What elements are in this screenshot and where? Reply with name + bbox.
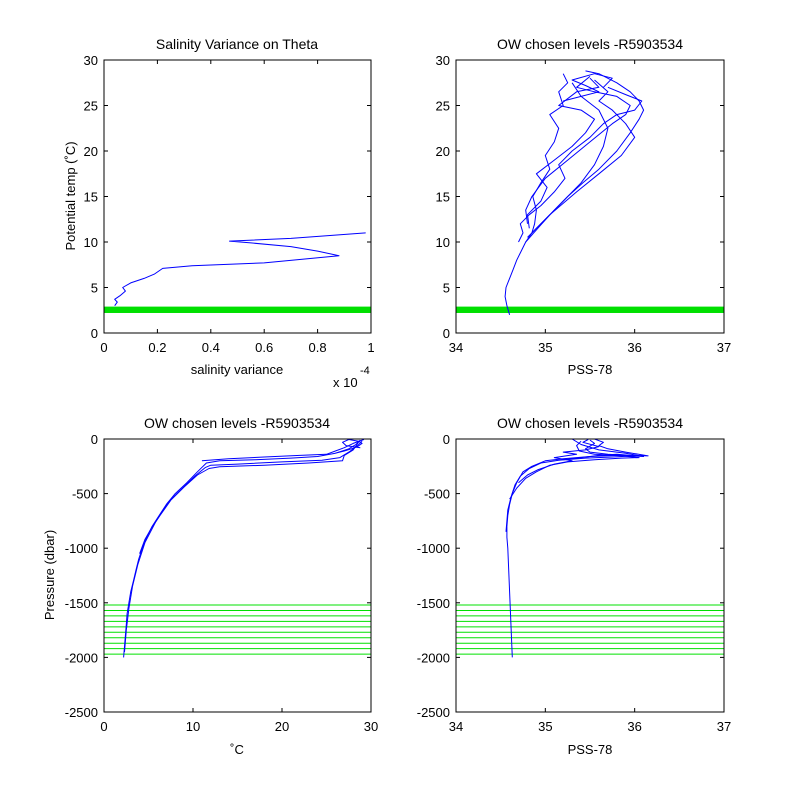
- x-tick-label: 37: [717, 340, 731, 355]
- x-multiplier-exponent: -4: [360, 365, 370, 377]
- y-tick-label: -500: [72, 487, 98, 502]
- y-tick-label: -1500: [65, 596, 98, 611]
- x-tick-label: 37: [717, 719, 731, 734]
- x-tick-label: 0: [100, 340, 107, 355]
- y-tick-label: 30: [84, 53, 98, 68]
- y-tick-label: -2500: [65, 705, 98, 720]
- series-line: [114, 232, 366, 306]
- x-tick-label: 36: [627, 340, 641, 355]
- x-tick-label: 0.4: [202, 340, 220, 355]
- x-tick-label: 36: [627, 719, 641, 734]
- y-tick-label: -2000: [417, 650, 450, 665]
- plot-frame: [455, 438, 725, 713]
- y-tick-label: -500: [424, 487, 450, 502]
- x-axis-label: salinity variance: [191, 362, 284, 377]
- chart-title: OW chosen levels -R5903534: [497, 415, 683, 431]
- highlight-band: [104, 306, 371, 313]
- series-line: [527, 77, 600, 229]
- x-tick-label: 0.2: [148, 340, 166, 355]
- y-axis-label: Potential temp (˚C): [63, 141, 78, 250]
- y-tick-label: 25: [436, 99, 450, 114]
- series-line: [509, 440, 640, 500]
- x-tick-label: 1: [367, 340, 374, 355]
- y-tick-label: 0: [91, 432, 98, 447]
- x-tick-label: 0.8: [309, 340, 327, 355]
- y-tick-label: -1500: [417, 596, 450, 611]
- x-tick-label: 34: [449, 340, 463, 355]
- series-line: [563, 439, 649, 461]
- panel-temperature-pressure: OW chosen levels -R5903534 0 10 20 30 -2500 -…: [42, 415, 378, 757]
- series-line: [505, 439, 636, 532]
- y-tick-label: 10: [84, 235, 98, 250]
- x-axis-label: PSS-78: [568, 362, 613, 377]
- chart-title: OW chosen levels -R5903534: [144, 415, 330, 431]
- x-multiplier: x 10: [333, 375, 358, 390]
- series-line: [506, 439, 645, 658]
- series-line: [525, 73, 569, 243]
- chart-title: Salinity Variance on Theta: [156, 36, 318, 52]
- series-line: [123, 439, 361, 658]
- plot-frame: [103, 438, 372, 713]
- x-tick-label: 34: [449, 719, 463, 734]
- panel-theta-salinity: OW chosen levels -R5903534 34 35 36 37 0 5 10 1…: [436, 36, 732, 377]
- y-tick-label: -2500: [417, 705, 450, 720]
- y-axis-label: Pressure (dbar): [42, 530, 57, 620]
- series-line: [518, 439, 600, 484]
- series-line: [527, 82, 609, 238]
- y-tick-label: 0: [443, 432, 450, 447]
- x-tick-label: 30: [364, 719, 378, 734]
- series-line: [201, 439, 365, 462]
- series-line: [124, 440, 363, 652]
- x-axis-label: ˚C: [230, 742, 244, 757]
- y-tick-label: 10: [436, 235, 450, 250]
- highlight-band: [456, 306, 724, 313]
- plot-frame: [103, 59, 372, 334]
- y-tick-label: 20: [436, 144, 450, 159]
- series-line: [525, 76, 631, 224]
- panel-salinity-variance: Salinity Variance on Theta 0 0.2 0.4 0.6 0.8…: [63, 36, 375, 390]
- x-tick-label: 0.6: [255, 340, 273, 355]
- y-tick-label: 20: [84, 144, 98, 159]
- y-tick-label: 25: [84, 99, 98, 114]
- panel-salinity-pressure: OW chosen levels -R5903534 34 35 36 37 -2500…: [417, 415, 731, 757]
- y-tick-label: 30: [436, 53, 450, 68]
- series-line: [335, 439, 363, 454]
- y-tick-label: 0: [91, 326, 98, 341]
- y-tick-label: 5: [91, 281, 98, 296]
- plot-frame: [455, 59, 725, 334]
- series-line: [518, 86, 643, 243]
- x-tick-label: 0: [100, 719, 107, 734]
- series-line: [531, 79, 636, 234]
- y-tick-label: 5: [443, 281, 450, 296]
- x-tick-label: 35: [538, 340, 552, 355]
- y-tick-label: -1000: [65, 541, 98, 556]
- series-line: [139, 442, 359, 554]
- series-line: [504, 70, 645, 315]
- x-tick-label: 20: [275, 719, 289, 734]
- y-tick-label: -1000: [417, 541, 450, 556]
- y-tick-label: 0: [443, 326, 450, 341]
- x-axis-label: PSS-78: [568, 742, 613, 757]
- chart-title: OW chosen levels -R5903534: [497, 36, 683, 52]
- x-tick-label: 35: [538, 719, 552, 734]
- y-tick-label: 15: [84, 190, 98, 205]
- y-tick-label: 15: [436, 190, 450, 205]
- series-line: [563, 73, 613, 102]
- x-tick-label: 10: [186, 719, 200, 734]
- y-tick-label: -2000: [65, 650, 98, 665]
